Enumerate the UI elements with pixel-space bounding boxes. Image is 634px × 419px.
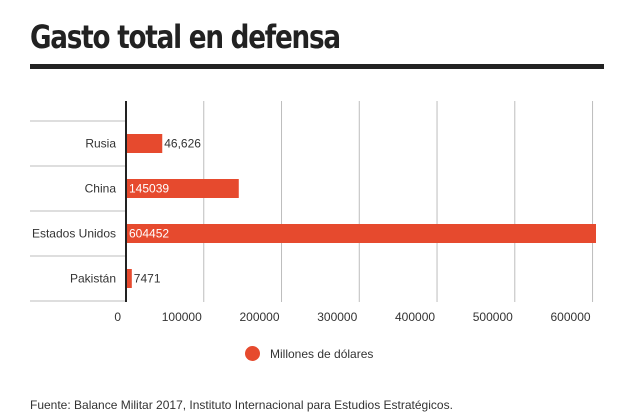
y-category-label: Rusia bbox=[85, 137, 116, 151]
y-category-label: China bbox=[85, 182, 117, 196]
data-label: 46,626 bbox=[164, 137, 201, 151]
bar bbox=[126, 134, 163, 153]
y-category-label: Pakistán bbox=[70, 272, 116, 286]
data-label: 145039 bbox=[129, 182, 169, 196]
legend: Millones de dólares bbox=[245, 346, 373, 361]
x-tick-label: 400000 bbox=[395, 310, 435, 324]
x-tick-label: 0 bbox=[114, 310, 121, 324]
bar bbox=[126, 179, 239, 198]
bar bbox=[126, 269, 132, 288]
title-rule bbox=[30, 64, 604, 69]
x-tick-label: 200000 bbox=[239, 310, 279, 324]
x-tick-label: 500000 bbox=[473, 310, 513, 324]
x-tick-label: 100000 bbox=[162, 310, 202, 324]
y-category-label: Estados Unidos bbox=[32, 227, 116, 241]
x-tick-label: 300000 bbox=[317, 310, 357, 324]
data-label: 604452 bbox=[129, 227, 169, 241]
data-label: 7471 bbox=[134, 272, 161, 286]
source-note: Fuente: Balance Militar 2017, Instituto … bbox=[30, 398, 453, 412]
chart-title: Gasto total en defensa bbox=[30, 18, 341, 56]
legend-marker bbox=[245, 346, 260, 361]
bar bbox=[126, 224, 596, 243]
bar-chart: 0 100000 200000 300000 400000 500000 600000 Rus… bbox=[30, 101, 596, 324]
legend-label: Millones de dólares bbox=[270, 346, 374, 361]
x-tick-label: 600000 bbox=[551, 310, 591, 324]
